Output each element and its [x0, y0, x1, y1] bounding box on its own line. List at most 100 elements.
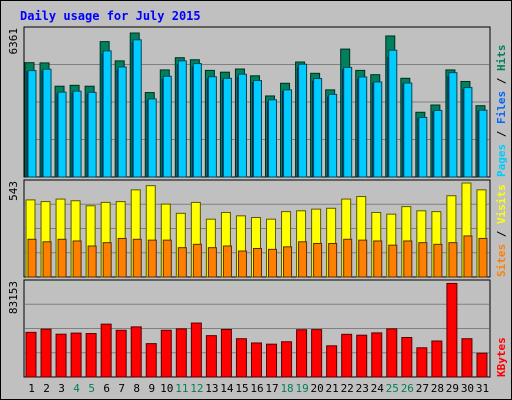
bar-kbytes-kbytes: [416, 347, 428, 378]
legend-entry: /: [495, 71, 508, 91]
chart-title: Daily usage for July 2015: [20, 9, 201, 23]
bar-hits-pages: [102, 50, 112, 178]
x-tick-label: 22: [341, 382, 354, 395]
bar-visits-sites: [102, 242, 112, 278]
panel-visits: 543 Sites / Visits: [7, 179, 508, 278]
bar-kbytes-kbytes: [85, 333, 97, 378]
bar-hits-pages: [162, 75, 172, 178]
bar-visits-sites: [117, 237, 127, 278]
bar-visits-sites: [162, 239, 172, 278]
bar-kbytes-kbytes: [205, 335, 217, 378]
bar-visits-sites: [268, 248, 278, 278]
bar-hits-pages: [117, 66, 127, 178]
bar-visits-sites: [192, 243, 202, 278]
bar-hits-pages: [57, 91, 67, 178]
legend-entry: /: [495, 224, 508, 244]
bar-hits-pages: [192, 63, 202, 178]
bar-kbytes-kbytes: [296, 329, 308, 378]
bar-visits-sites: [177, 247, 187, 278]
x-tick-label: 20: [311, 382, 324, 395]
x-tick-label: 9: [148, 382, 155, 395]
x-tick-label: 31: [476, 382, 489, 395]
x-tick-label: 17: [265, 382, 278, 395]
bar-visits-sites: [463, 235, 473, 278]
bar-hits-pages: [298, 63, 308, 178]
x-tick-label: 7: [118, 382, 125, 395]
bar-hits-pages: [328, 93, 338, 178]
bar-visits-sites: [222, 245, 232, 278]
bar-visits-sites: [298, 241, 308, 278]
x-tick-label: 3: [58, 382, 65, 395]
bar-visits-sites: [132, 238, 142, 278]
bar-kbytes-kbytes: [371, 332, 383, 378]
bar-kbytes-kbytes: [70, 332, 82, 378]
bar-kbytes-kbytes: [311, 329, 323, 378]
x-tick-label: 10: [160, 382, 173, 395]
bar-kbytes-kbytes: [356, 334, 368, 378]
bar-hits-pages: [237, 73, 247, 178]
bar-hits-pages: [27, 70, 37, 178]
bar-visits-sites: [87, 245, 97, 278]
bar-kbytes-kbytes: [130, 326, 142, 378]
chart-panels: 6361 Pages / Files / Hits 543 Sites / Visit…: [7, 26, 508, 378]
bar-kbytes-kbytes: [190, 322, 202, 378]
bar-hits-pages: [448, 72, 458, 178]
x-tick-label: 23: [356, 382, 369, 395]
bar-visits-sites: [343, 238, 353, 278]
x-tick-label: 21: [326, 382, 339, 395]
bar-visits-sites: [418, 242, 428, 278]
x-tick-label: 18: [280, 382, 293, 395]
bar-kbytes-kbytes: [446, 282, 458, 378]
bar-kbytes-kbytes: [235, 338, 247, 378]
bar-visits-sites: [328, 242, 338, 278]
bar-visits-sites: [313, 242, 323, 278]
x-tick-label: 8: [133, 382, 140, 395]
bar-visits-sites: [27, 238, 37, 278]
bar-hits-pages: [87, 91, 97, 178]
bar-kbytes-kbytes: [250, 342, 262, 378]
panel-kbytes: 83153 KBytes: [7, 279, 508, 378]
bar-visits-sites: [283, 246, 293, 278]
bar-hits-pages: [463, 87, 473, 178]
bar-visits-sites: [252, 248, 262, 278]
x-tick-label: 6: [103, 382, 110, 395]
bar-kbytes-kbytes: [281, 341, 293, 378]
legend-entry: Hits: [495, 45, 508, 72]
x-tick-label: 28: [431, 382, 444, 395]
bar-kbytes-kbytes: [220, 329, 232, 378]
bar-visits-sites: [373, 240, 383, 278]
legend-entry: Sites: [495, 244, 508, 277]
legend-entry: Visits: [495, 184, 508, 224]
x-tick-label: 1: [28, 382, 35, 395]
legend-entry: Files: [495, 91, 508, 124]
bar-hits-pages: [72, 90, 82, 178]
x-tick-label: 13: [205, 382, 218, 395]
bar-hits-pages: [373, 81, 383, 178]
bar-visits-sites: [42, 241, 52, 278]
bar-hits-pages: [252, 80, 262, 178]
x-tick-label: 27: [416, 382, 429, 395]
panel-legend: Sites / Visits: [495, 184, 508, 277]
x-tick-label: 19: [295, 382, 308, 395]
bar-kbytes-kbytes: [401, 336, 413, 378]
panel-hits: 6361 Pages / Files / Hits: [7, 26, 508, 178]
x-tick-label: 5: [88, 382, 95, 395]
bar-hits-pages: [358, 76, 368, 178]
x-tick-label: 14: [220, 382, 234, 395]
bar-hits-pages: [132, 39, 142, 178]
bar-hits-pages: [207, 76, 217, 178]
x-tick-label: 15: [235, 382, 248, 395]
bar-visits-sites: [207, 247, 217, 278]
panel-legend: Pages / Files / Hits: [495, 45, 508, 178]
legend-entry: Pages: [495, 144, 508, 177]
bar-kbytes-kbytes: [326, 345, 338, 378]
bar-kbytes-kbytes: [25, 331, 37, 378]
bar-hits-pages: [433, 109, 443, 178]
bar-visits-sites: [237, 250, 247, 278]
panel-legend: KBytes: [495, 337, 508, 377]
bar-kbytes-kbytes: [266, 343, 278, 378]
bar-visits-sites: [57, 238, 67, 278]
x-tick-label: 30: [461, 382, 474, 395]
